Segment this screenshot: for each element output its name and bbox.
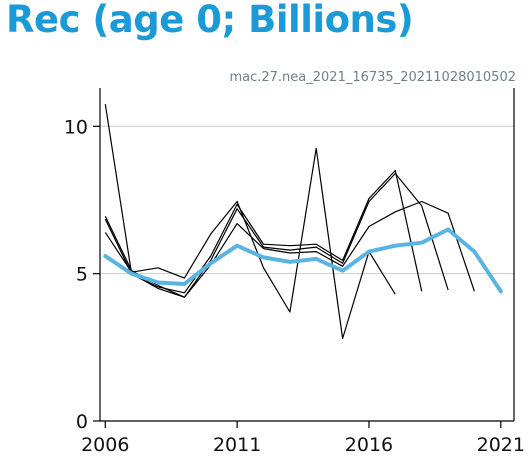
chart-subtitle: mac.27.nea_2021_16735_20211028010502 <box>229 70 516 85</box>
chart-title: Rec (age 0; Billions) <box>6 0 414 41</box>
retro-line-2 <box>104 104 423 294</box>
retro-line-3 <box>104 172 449 298</box>
current-assessment-line <box>103 227 503 294</box>
retrospective-series <box>104 104 475 340</box>
current-series <box>103 227 503 294</box>
gridlines <box>100 125 514 275</box>
y-tick-label: 5 <box>76 264 88 286</box>
x-tick-label: 2016 <box>345 434 393 456</box>
retro-line-1 <box>104 147 396 340</box>
y-tick-label: 10 <box>64 116 88 138</box>
y-tick-label: 0 <box>76 411 88 433</box>
tick-labels: 0 5 10 2006 2011 2016 2021 <box>64 116 525 456</box>
axes <box>93 88 515 428</box>
retro-line-4 <box>104 200 475 298</box>
x-tick-label: 2021 <box>477 434 525 456</box>
x-tick-label: 2011 <box>213 434 261 456</box>
x-tick-label: 2006 <box>81 434 129 456</box>
